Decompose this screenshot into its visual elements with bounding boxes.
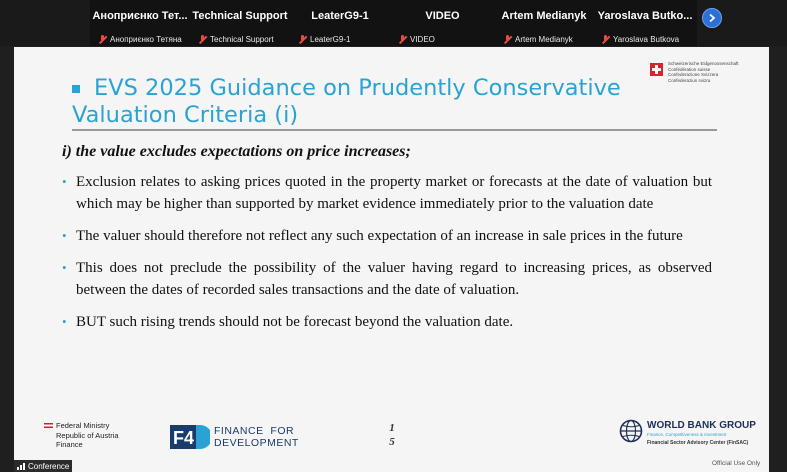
- participant-name: VIDEO: [425, 10, 460, 22]
- svg-text:F4: F4: [173, 428, 194, 448]
- bullet-item: • Exclusion relates to asking prices quot…: [62, 171, 712, 215]
- participant-label-text: Technical Support: [210, 34, 274, 44]
- participant-label-text: Yaroslava Butkova: [613, 34, 680, 44]
- bullet-text: BUT such rising trends should not be for…: [76, 314, 514, 330]
- wbg-finsac: Financial Sector Advisory Center (FinSAC…: [647, 440, 749, 446]
- participant-tile[interactable]: Аноприєнко Тет... Аноприєнко Тетяна: [90, 0, 190, 46]
- participant-label: VIDEO: [398, 33, 435, 45]
- participant-label: LeaterG9-1: [298, 33, 350, 45]
- participant-label: Yaroslava Butkova: [601, 33, 679, 45]
- mic-off-icon: [198, 34, 207, 44]
- participant-label: Аноприєнко Тетяна: [98, 33, 182, 45]
- bullet-dot: •: [62, 174, 67, 189]
- participant-label-text: LeaterG9-1: [310, 34, 351, 44]
- mic-off-icon: [398, 34, 407, 44]
- title-divider: [72, 129, 717, 131]
- bullet-item: • The valuer should therefore not reflect…: [62, 225, 712, 247]
- mic-off-icon: [98, 34, 107, 44]
- participant-name: Artem Medianyk: [501, 10, 587, 22]
- bullet-item: • BUT such rising trends should not be fo…: [62, 311, 712, 333]
- participant-tile[interactable]: LeaterG9-1 LeaterG9-1: [290, 0, 390, 46]
- official-use-label: Official Use Only: [712, 460, 761, 467]
- signal-bars-icon: [17, 462, 25, 470]
- mic-off-icon: [503, 34, 512, 44]
- chevron-right-icon: [709, 13, 716, 23]
- austria-finance-ministry-logo: Federal Ministry Republic of Austria Fin…: [44, 421, 154, 455]
- participant-tile[interactable]: Yaroslava Butko... Yaroslava Butkova: [593, 0, 697, 46]
- participant-label-text: VIDEO: [410, 34, 435, 44]
- swiss-confederation-logo: Schweizerische Eidgenossenschaft Confédé…: [650, 61, 770, 95]
- bullet-text: This does not preclude the possibility o…: [76, 260, 712, 298]
- participant-label-text: Аноприєнко Тетяна: [110, 34, 182, 44]
- participant-name: Technical Support: [192, 10, 288, 22]
- bullet-text: Exclusion relates to asking prices quote…: [76, 174, 712, 212]
- wbg-subtitle: Finance, Competitiveness & Investment: [647, 432, 727, 437]
- bullet-text: The valuer should therefore not reflect …: [76, 228, 683, 244]
- bullet-dot: •: [62, 260, 67, 275]
- wbg-name: WORLD BANK GROUP: [647, 420, 756, 431]
- shared-slide: EVS 2025 Guidance on Prudently Conservat…: [14, 47, 769, 472]
- f4d-logo-text: FINANCE FOR DEVELOPMENT: [214, 425, 299, 449]
- next-participants-button[interactable]: [702, 8, 722, 28]
- slide-subheading: i) the value excludes expectations on pr…: [62, 143, 411, 160]
- bullet-list: • Exclusion relates to asking prices quot…: [62, 171, 712, 343]
- participant-tile[interactable]: Technical Support Technical Support: [190, 0, 290, 46]
- participant-name: Аноприєнко Тет...: [92, 10, 188, 22]
- world-bank-group-logo: WORLD BANK GROUP Finance, Competitivenes…: [619, 417, 764, 453]
- bullet-dot: •: [62, 314, 67, 329]
- globe-icon: [619, 419, 643, 443]
- participant-label: Artem Medianyk: [503, 33, 573, 45]
- participant-tile[interactable]: VIDEO VIDEO: [390, 0, 495, 46]
- participant-name: LeaterG9-1: [311, 10, 369, 22]
- swiss-flag-icon: [650, 63, 663, 76]
- bmf-logo-text: Federal Ministry Republic of Austria Fin…: [56, 421, 119, 449]
- participant-tile[interactable]: Artem Medianyk Artem Medianyk: [495, 0, 593, 46]
- participant-label-text: Artem Medianyk: [515, 34, 573, 44]
- participant-name: Yaroslava Butko...: [597, 10, 693, 22]
- participant-label: Technical Support: [198, 33, 274, 45]
- finance-for-development-logo: F4 FINANCE FOR DEVELOPMENT: [170, 423, 310, 451]
- f4d-mark-icon: F4: [170, 425, 210, 449]
- swiss-logo-text: Schweizerische Eidgenossenschaft Confédé…: [668, 61, 739, 83]
- conference-badge[interactable]: Conference: [14, 460, 73, 472]
- austria-flag-icon: [44, 423, 53, 428]
- bullet-dot: •: [62, 228, 67, 243]
- mic-off-icon: [298, 34, 307, 44]
- slide-page-number: 1 5: [389, 422, 395, 448]
- mic-off-icon: [601, 34, 610, 44]
- bullet-item: • This does not preclude the possibility …: [62, 257, 712, 301]
- title-bullet-square: [72, 85, 80, 93]
- conference-label: Conference: [28, 461, 70, 471]
- participant-strip: Аноприєнко Тет... Аноприєнко Тетяна Tech…: [0, 0, 787, 46]
- slide-title: EVS 2025 Guidance on Prudently Conservat…: [72, 75, 621, 128]
